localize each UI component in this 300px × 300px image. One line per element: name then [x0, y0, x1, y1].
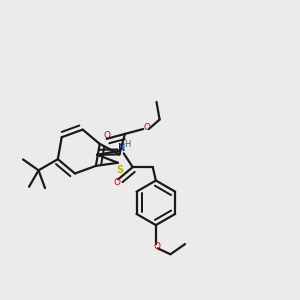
Text: O: O [143, 123, 150, 132]
Text: O: O [113, 178, 120, 187]
Text: O: O [103, 131, 110, 140]
Text: N: N [118, 143, 125, 153]
Text: S: S [116, 165, 123, 175]
Text: O: O [154, 242, 161, 251]
Text: H: H [124, 140, 130, 149]
